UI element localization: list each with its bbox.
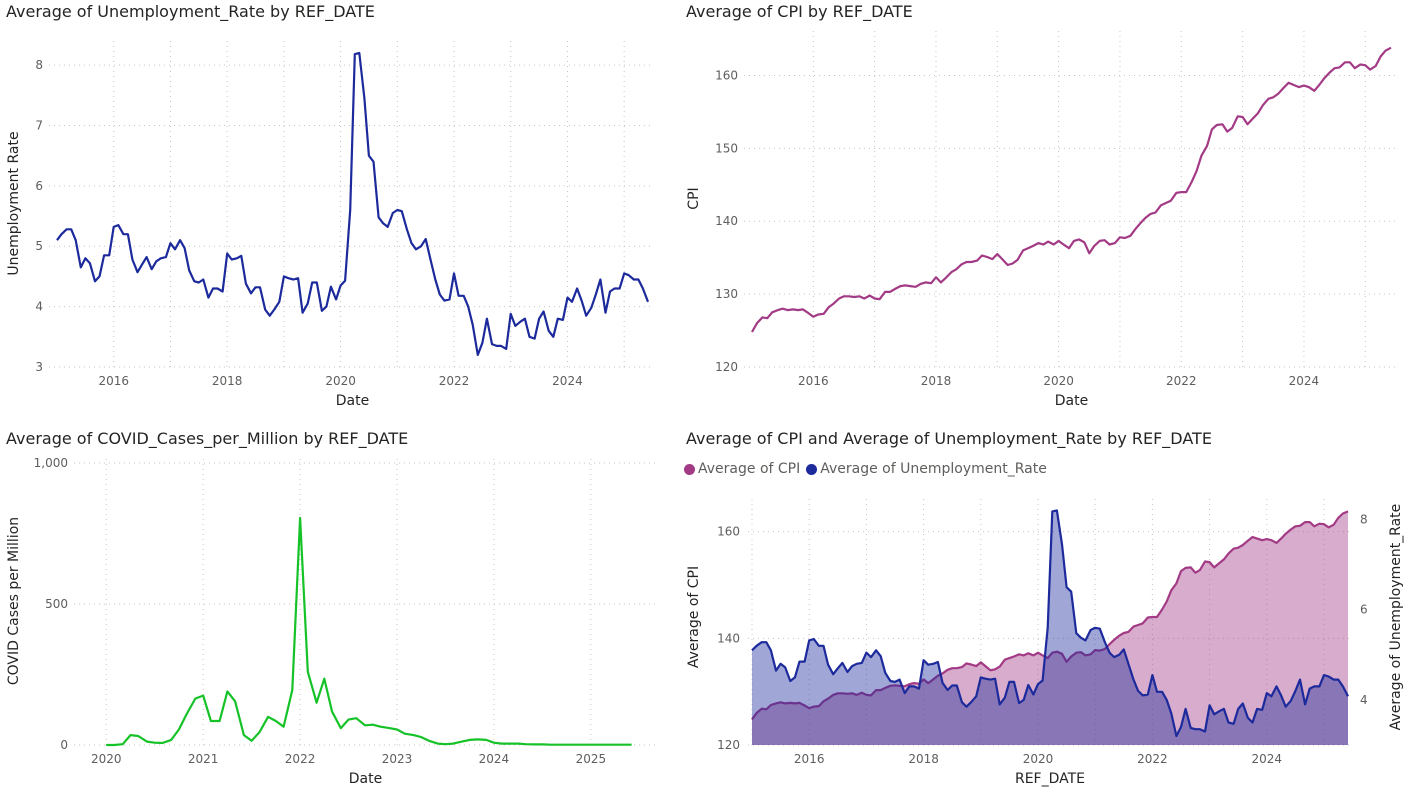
y-axis-label: Average of CPI bbox=[686, 566, 702, 668]
x-tick-label: 2020 bbox=[325, 374, 356, 388]
cpi-line-chart: 2016 2018 2020 2022 2024 120 130 140 150 160 Date C… bbox=[686, 30, 1397, 409]
y-tick-label: 140 bbox=[717, 631, 740, 645]
y-tick-label: 120 bbox=[715, 360, 738, 374]
y-tick-label: 5 bbox=[35, 239, 43, 253]
unemployment-line bbox=[751, 509, 1349, 738]
x-tick-label: 2018 bbox=[921, 374, 952, 388]
y-axis-label: Unemployment Rate bbox=[6, 131, 22, 275]
y-tick-label: 4 bbox=[35, 300, 43, 314]
x-tick-label: 2023 bbox=[382, 752, 413, 766]
unemployment-line-chart: 2016 2018 2020 2022 2024 3 4 5 6 7 8 Date Unemployme… bbox=[6, 40, 654, 409]
x-tick-label: 2020 bbox=[1043, 374, 1074, 388]
legend-label-cpi: Average of CPI bbox=[698, 461, 801, 477]
legend-marker-unemployment bbox=[806, 463, 818, 475]
data-line bbox=[106, 516, 632, 747]
x-tick-label: 2018 bbox=[908, 752, 939, 766]
cpi-chart-panel: Average of CPI by REF_DATE 2016 2018 2020 2… bbox=[680, 0, 1408, 409]
legend-item-unemployment[interactable]: Average of Unemployment_Rate bbox=[806, 461, 1047, 477]
y2-tick-label: 4 bbox=[1360, 693, 1368, 707]
y-tick-label: 160 bbox=[717, 525, 740, 539]
data-line bbox=[751, 46, 1392, 333]
x-axis-label: Date bbox=[1055, 393, 1088, 409]
x-tick-label: 2016 bbox=[798, 374, 829, 388]
x-tick-label: 2025 bbox=[576, 752, 607, 766]
y2-axis-label: Average of Unemployment_Rate bbox=[1388, 504, 1404, 731]
y-tick-label: 1,000 bbox=[34, 456, 68, 470]
chart-legend[interactable]: Average of CPI Average of Unemployment_R… bbox=[684, 461, 1053, 477]
x-axis-label: REF_DATE bbox=[1015, 771, 1085, 787]
y-tick-label: 130 bbox=[715, 287, 738, 301]
legend-label-unemployment: Average of Unemployment_Rate bbox=[820, 461, 1047, 477]
x-tick-label: 2020 bbox=[91, 752, 122, 766]
y-tick-label: 7 bbox=[35, 118, 43, 132]
data-line bbox=[56, 51, 650, 356]
x-tick-label: 2021 bbox=[188, 752, 219, 766]
chart-title: Average of CPI and Average of Unemployme… bbox=[686, 429, 1212, 448]
combined-area-chart: 120 140 160 4 6 8 2016 2018 2020 2022 2024 REF_DATE… bbox=[686, 497, 1404, 787]
y-axis-label: COVID Cases per Million bbox=[6, 517, 22, 685]
cpi-line bbox=[751, 510, 1349, 721]
x-tick-label: 2020 bbox=[1023, 752, 1054, 766]
x-tick-label: 2024 bbox=[479, 752, 510, 766]
y-tick-label: 8 bbox=[35, 58, 43, 72]
chart-title: Average of CPI by REF_DATE bbox=[686, 2, 913, 21]
x-tick-label: 2022 bbox=[285, 752, 316, 766]
y-tick-label: 3 bbox=[35, 360, 43, 374]
y-tick-label: 120 bbox=[717, 738, 740, 752]
x-tick-label: 2024 bbox=[1252, 752, 1283, 766]
x-tick-label: 2022 bbox=[1166, 374, 1197, 388]
x-tick-label: 2016 bbox=[794, 752, 825, 766]
y-tick-label: 6 bbox=[35, 179, 43, 193]
legend-item-cpi[interactable]: Average of CPI bbox=[684, 461, 800, 477]
y-tick-label: 0 bbox=[60, 738, 68, 752]
x-axis-label: Date bbox=[349, 771, 382, 787]
legend-marker-cpi bbox=[684, 463, 695, 475]
x-axis-label: Date bbox=[336, 393, 369, 409]
unemployment-chart-panel: Average of Unemployment_Rate by REF_DATE… bbox=[0, 0, 690, 409]
combined-chart-panel: Average of CPI and Average of Unemployme… bbox=[680, 427, 1408, 793]
y-tick-label: 140 bbox=[715, 214, 738, 228]
covid-chart-panel: Average of COVID_Cases_per_Million by RE… bbox=[0, 427, 690, 793]
y2-tick-label: 6 bbox=[1360, 603, 1368, 617]
y-tick-label: 500 bbox=[45, 597, 68, 611]
x-tick-label: 2022 bbox=[439, 374, 470, 388]
x-tick-label: 2016 bbox=[98, 374, 129, 388]
x-tick-label: 2018 bbox=[212, 374, 243, 388]
x-tick-label: 2024 bbox=[1289, 374, 1320, 388]
y-tick-label: 160 bbox=[715, 68, 738, 82]
y2-tick-label: 8 bbox=[1360, 513, 1368, 527]
x-tick-label: 2022 bbox=[1137, 752, 1168, 766]
y-tick-label: 150 bbox=[715, 141, 738, 155]
chart-title: Average of Unemployment_Rate by REF_DATE bbox=[6, 2, 375, 21]
y-axis-label: CPI bbox=[686, 187, 702, 209]
chart-title: Average of COVID_Cases_per_Million by RE… bbox=[6, 429, 409, 448]
covid-line-chart: 2020 2021 2022 2023 2024 2025 0 500 1,000 Date COV… bbox=[6, 456, 655, 787]
x-tick-label: 2024 bbox=[552, 374, 583, 388]
